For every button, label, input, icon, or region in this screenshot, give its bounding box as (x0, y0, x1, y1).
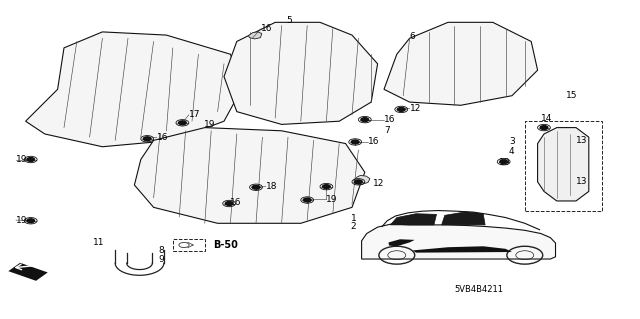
Polygon shape (26, 32, 243, 147)
Text: 16: 16 (261, 24, 273, 33)
Text: 18: 18 (266, 182, 277, 191)
Text: 4: 4 (509, 147, 515, 156)
Circle shape (27, 158, 35, 161)
Circle shape (351, 140, 359, 144)
Text: 17: 17 (189, 110, 200, 119)
Text: 15: 15 (566, 91, 578, 100)
Text: 5: 5 (287, 16, 292, 25)
Text: 19: 19 (204, 120, 215, 129)
Text: 7: 7 (384, 126, 390, 135)
Circle shape (397, 108, 405, 111)
Text: FR.: FR. (21, 250, 42, 265)
Text: 19: 19 (16, 155, 28, 164)
Text: 6: 6 (410, 32, 415, 41)
Text: 3: 3 (509, 137, 515, 146)
Polygon shape (388, 239, 415, 246)
Circle shape (225, 202, 233, 205)
Text: 13: 13 (576, 177, 588, 186)
Text: 14: 14 (541, 114, 552, 122)
Bar (525, 121, 602, 211)
Text: 16: 16 (368, 137, 380, 146)
Polygon shape (224, 22, 378, 124)
Text: 8: 8 (159, 246, 164, 255)
Text: 16: 16 (157, 133, 168, 142)
Polygon shape (384, 22, 538, 105)
Polygon shape (134, 128, 365, 223)
Polygon shape (538, 128, 589, 201)
Text: 9: 9 (159, 256, 164, 264)
Text: 1: 1 (351, 214, 356, 223)
Text: 2: 2 (351, 222, 356, 231)
Text: 12: 12 (410, 104, 421, 113)
Polygon shape (354, 175, 370, 184)
Polygon shape (390, 214, 436, 225)
Circle shape (27, 219, 35, 223)
Circle shape (303, 198, 311, 202)
Polygon shape (413, 246, 512, 253)
Circle shape (540, 126, 548, 130)
Text: B-50: B-50 (213, 240, 238, 250)
Polygon shape (248, 32, 262, 39)
Circle shape (323, 185, 330, 189)
Text: 12: 12 (372, 179, 384, 188)
Polygon shape (362, 224, 556, 259)
Text: 19: 19 (326, 195, 338, 204)
Bar (173, 239, 205, 251)
Text: 16: 16 (230, 198, 242, 207)
Circle shape (179, 121, 186, 125)
Circle shape (252, 185, 260, 189)
Text: 11: 11 (93, 238, 104, 247)
Circle shape (355, 180, 362, 184)
Text: 5VB4B4211: 5VB4B4211 (454, 285, 503, 294)
Text: 19: 19 (16, 216, 28, 225)
Circle shape (500, 160, 508, 164)
Polygon shape (442, 212, 485, 225)
Text: 13: 13 (576, 136, 588, 145)
Text: 10: 10 (499, 158, 511, 167)
Circle shape (143, 137, 151, 141)
Circle shape (361, 118, 369, 122)
Text: 16: 16 (384, 115, 396, 124)
Bar (8, 263, 48, 281)
